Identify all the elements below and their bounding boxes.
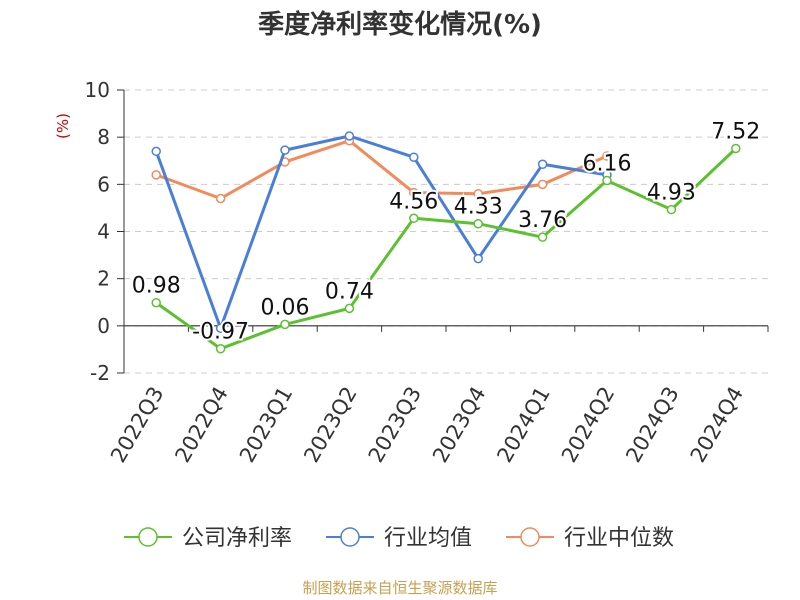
data-point [280,145,290,155]
data-label: 0.98 [132,274,181,299]
y-tick-label: 0 [97,314,110,338]
x-tick-label: 2022Q4 [170,383,232,467]
data-label: 3.76 [518,208,567,233]
x-tick-label: 2023Q1 [235,383,297,467]
data-point [602,175,612,186]
x-tick-label: 2023Q4 [428,383,490,467]
data-point [215,193,226,204]
data-point [409,187,419,198]
data-point [344,303,355,314]
series-line-2 [154,134,608,330]
data-point [473,253,483,264]
data-point [409,152,419,162]
data-label: -0.97 [192,320,249,345]
data-point [731,143,741,154]
data-point [473,189,483,199]
legend-label: 公司净利率 [182,526,292,551]
x-tick-label: 2024Q1 [492,383,554,467]
x-tick-label: 2024Q4 [686,383,748,467]
data-point [280,319,290,330]
y-tick-label: 2 [97,267,110,291]
y-axis-label: (%) [54,113,72,139]
data-point [215,343,226,354]
data-point [215,323,226,333]
legend-marker [520,527,540,547]
x-tick-label: 2024Q3 [621,383,683,467]
x-tick-label: 2023Q2 [299,383,361,467]
x-tick-label: 2022Q3 [106,383,168,467]
data-point [537,232,548,242]
legend-marker [138,527,158,547]
chart-title: 季度净利率变化情况(%) [258,10,542,40]
data-label: 4.56 [389,189,438,214]
y-tick-label: 8 [97,125,110,149]
y-tick-label: 10 [85,78,110,102]
y-tick-label: 4 [97,220,110,244]
x-tick-label: 2024Q2 [557,383,619,467]
data-point [409,213,419,224]
data-label: 4.93 [647,181,696,206]
data-labels: 0.98 -0.97 0.06 0.74 4.56 4.33 3.76 6.16 4.93 7.5… [130,117,763,346]
data-label: 7.52 [711,119,760,144]
series-layer [151,131,741,354]
data-label: 0.74 [325,279,374,304]
data-point [602,151,612,161]
data-label: 0.06 [261,295,310,320]
legend: 公司净利率 行业均值 行业中位数 [124,526,674,551]
data-point [151,146,161,157]
data-point [151,297,161,308]
data-label: 4.33 [454,195,503,220]
y-tick-label: 6 [97,172,110,196]
data-point [151,170,161,180]
legend-label: 行业中位数 [564,526,674,551]
series-line-1 [155,147,737,351]
data-point [537,179,548,190]
x-tick-label: 2023Q3 [364,383,426,467]
data-point [666,204,677,215]
y-tick-label: -2 [90,361,110,385]
series-line-3 [155,139,608,200]
data-point [473,218,483,229]
legend-marker [340,527,360,547]
data-label: 6.16 [583,152,632,177]
data-point [344,131,355,141]
data-point [537,159,548,170]
legend-label: 行业均值 [384,526,472,551]
source-note: 制图数据来自恒生聚源数据库 [302,579,498,597]
